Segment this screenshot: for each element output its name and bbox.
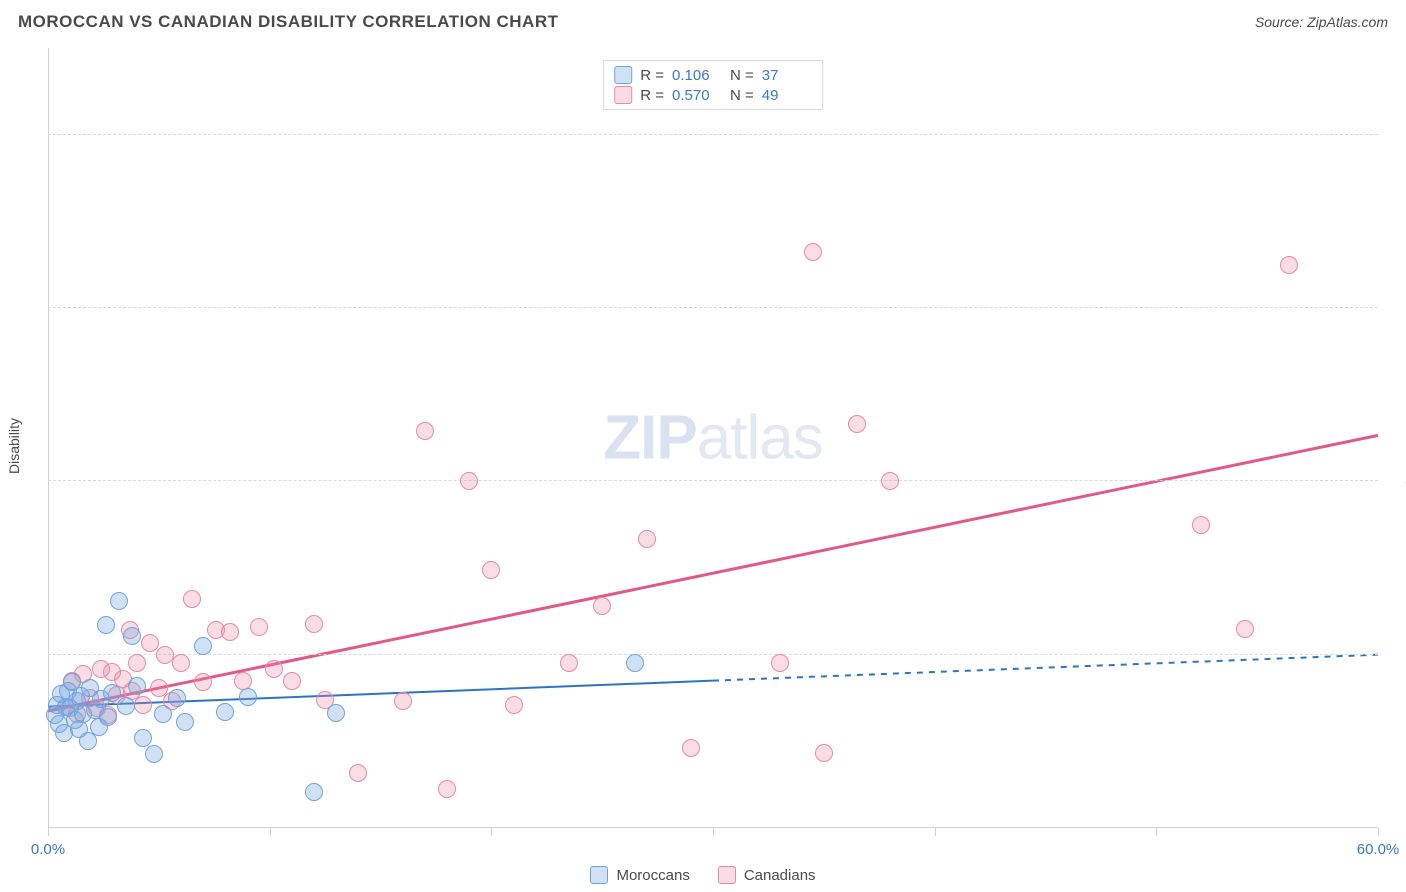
moroccans-point bbox=[216, 703, 234, 721]
moroccans-point bbox=[626, 654, 644, 672]
r-label: R = bbox=[640, 87, 664, 104]
moroccans-point bbox=[110, 592, 128, 610]
canadians-point bbox=[560, 654, 578, 672]
canadians-point bbox=[265, 660, 283, 678]
canadians-point bbox=[482, 561, 500, 579]
y-tick-label: 40.0% bbox=[1384, 473, 1406, 490]
moroccans-point bbox=[194, 637, 212, 655]
n-value: 49 bbox=[762, 87, 812, 104]
legend-swatch bbox=[718, 866, 736, 884]
canadians-point bbox=[283, 672, 301, 690]
canadians-point bbox=[1280, 256, 1298, 274]
x-tick-label: 0.0% bbox=[31, 841, 65, 858]
legend-swatch bbox=[614, 66, 632, 84]
canadians-point bbox=[128, 654, 146, 672]
gridline-h bbox=[48, 307, 1378, 308]
canadians-point bbox=[505, 696, 523, 714]
watermark: ZIPatlas bbox=[603, 403, 822, 474]
moroccans-point bbox=[327, 704, 345, 722]
legend-swatch bbox=[590, 866, 608, 884]
trend-line bbox=[713, 655, 1378, 681]
canadians-point bbox=[194, 673, 212, 691]
legend-label: Canadians bbox=[744, 867, 816, 884]
canadians-point bbox=[394, 692, 412, 710]
gridline-h bbox=[48, 134, 1378, 135]
x-tick bbox=[491, 828, 492, 836]
y-tick-label: 60.0% bbox=[1384, 300, 1406, 317]
canadians-point bbox=[349, 764, 367, 782]
trend-lines-layer bbox=[48, 48, 1378, 828]
canadians-point bbox=[771, 654, 789, 672]
canadians-point bbox=[134, 696, 152, 714]
x-tick bbox=[935, 828, 936, 836]
y-axis-label: Disability bbox=[6, 418, 22, 474]
moroccans-point bbox=[145, 745, 163, 763]
source-attribution: Source: ZipAtlas.com bbox=[1255, 14, 1388, 30]
canadians-point bbox=[250, 618, 268, 636]
canadians-point bbox=[183, 590, 201, 608]
moroccans-point bbox=[305, 783, 323, 801]
x-tick bbox=[1378, 828, 1379, 836]
moroccans-point bbox=[117, 697, 135, 715]
canadians-point bbox=[438, 780, 456, 798]
stat-row-moroccans: R = 0.106 N = 37 bbox=[614, 65, 812, 85]
x-tick-label: 60.0% bbox=[1357, 841, 1400, 858]
source-name: ZipAtlas.com bbox=[1307, 14, 1388, 30]
canadians-point bbox=[234, 672, 252, 690]
n-label: N = bbox=[730, 67, 754, 84]
canadians-point bbox=[815, 744, 833, 762]
scatter-plot-area: ZIPatlas R = 0.106N = 37R = 0.570N = 49 … bbox=[48, 48, 1378, 828]
canadians-point bbox=[1192, 516, 1210, 534]
r-label: R = bbox=[640, 67, 664, 84]
moroccans-point bbox=[176, 713, 194, 731]
y-tick-label: 20.0% bbox=[1384, 646, 1406, 663]
y-tick-label: 80.0% bbox=[1384, 126, 1406, 143]
legend-label: Moroccans bbox=[616, 867, 689, 884]
canadians-point bbox=[682, 739, 700, 757]
moroccans-point bbox=[123, 627, 141, 645]
moroccans-point bbox=[99, 708, 117, 726]
canadians-point bbox=[593, 597, 611, 615]
legend-swatch bbox=[614, 86, 632, 104]
stat-legend-box: R = 0.106 N = 37 R = 0.570 N = 49 bbox=[603, 60, 823, 110]
watermark-atlas: atlas bbox=[697, 404, 823, 473]
gridline-h bbox=[48, 480, 1378, 481]
canadians-point bbox=[1236, 620, 1254, 638]
moroccans-point bbox=[239, 688, 257, 706]
n-value: 37 bbox=[762, 67, 812, 84]
moroccans-point bbox=[134, 729, 152, 747]
watermark-zip: ZIP bbox=[603, 404, 696, 473]
source-prefix: Source: bbox=[1255, 14, 1307, 30]
canadians-point bbox=[172, 654, 190, 672]
canadians-point bbox=[804, 243, 822, 261]
canadians-point bbox=[416, 422, 434, 440]
canadians-point bbox=[221, 623, 239, 641]
chart-title: MOROCCAN VS CANADIAN DISABILITY CORRELAT… bbox=[18, 12, 558, 32]
legend-item-canadians: Canadians bbox=[718, 866, 816, 884]
x-tick bbox=[1156, 828, 1157, 836]
canadians-point bbox=[141, 634, 159, 652]
moroccans-point bbox=[128, 677, 146, 695]
canadians-point bbox=[881, 472, 899, 490]
moroccans-point bbox=[97, 616, 115, 634]
canadians-point bbox=[638, 530, 656, 548]
moroccans-point bbox=[154, 705, 172, 723]
r-value: 0.570 bbox=[672, 87, 722, 104]
trend-line bbox=[48, 435, 1378, 711]
gridline-h bbox=[48, 654, 1378, 655]
x-tick bbox=[48, 828, 49, 836]
bottom-legend: Moroccans Canadians bbox=[0, 866, 1406, 884]
n-label: N = bbox=[730, 87, 754, 104]
chart-header: MOROCCAN VS CANADIAN DISABILITY CORRELAT… bbox=[18, 12, 1388, 32]
moroccans-point bbox=[168, 689, 186, 707]
x-tick bbox=[713, 828, 714, 836]
stat-row-canadians: R = 0.570 N = 49 bbox=[614, 85, 812, 105]
x-tick bbox=[270, 828, 271, 836]
canadians-point bbox=[305, 615, 323, 633]
legend-item-moroccans: Moroccans bbox=[590, 866, 689, 884]
canadians-point bbox=[460, 472, 478, 490]
r-value: 0.106 bbox=[672, 67, 722, 84]
canadians-point bbox=[848, 415, 866, 433]
